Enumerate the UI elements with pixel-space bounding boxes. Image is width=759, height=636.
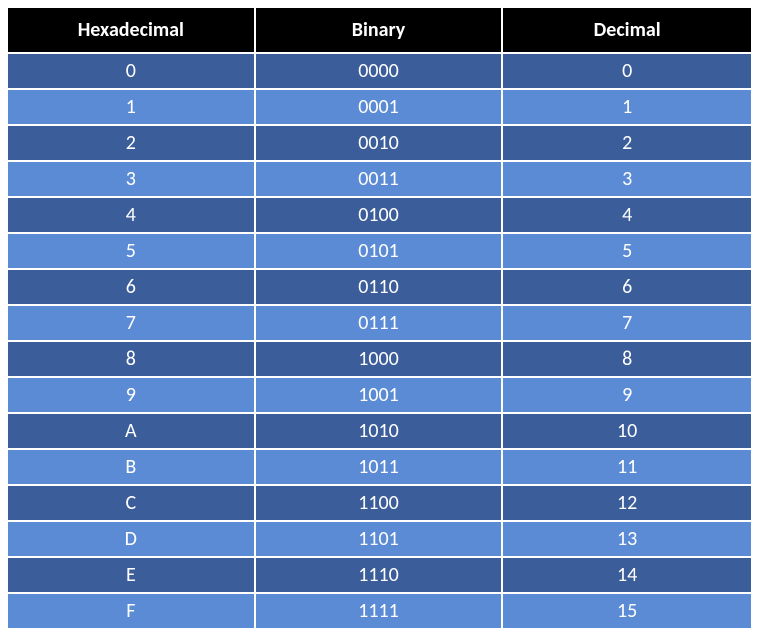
hex-cell: 0 bbox=[8, 52, 256, 88]
table-row: F111115 bbox=[8, 592, 751, 628]
header-decimal: Decimal bbox=[503, 8, 751, 52]
table-row: 300113 bbox=[8, 160, 751, 196]
binary-cell: 1100 bbox=[256, 484, 504, 520]
hex-cell: C bbox=[8, 484, 256, 520]
decimal-cell: 8 bbox=[503, 340, 751, 376]
decimal-cell: 5 bbox=[503, 232, 751, 268]
table-row: 100011 bbox=[8, 88, 751, 124]
hex-cell: 4 bbox=[8, 196, 256, 232]
table-row: C110012 bbox=[8, 484, 751, 520]
decimal-cell: 2 bbox=[503, 124, 751, 160]
decimal-cell: 15 bbox=[503, 592, 751, 628]
hex-cell: 1 bbox=[8, 88, 256, 124]
table-row: D110113 bbox=[8, 520, 751, 556]
hex-cell: 7 bbox=[8, 304, 256, 340]
header-hexadecimal: Hexadecimal bbox=[8, 8, 256, 52]
header-row: Hexadecimal Binary Decimal bbox=[8, 8, 751, 52]
decimal-cell: 14 bbox=[503, 556, 751, 592]
binary-cell: 0000 bbox=[256, 52, 504, 88]
header-binary: Binary bbox=[256, 8, 504, 52]
decimal-cell: 3 bbox=[503, 160, 751, 196]
decimal-cell: 11 bbox=[503, 448, 751, 484]
hex-cell: A bbox=[8, 412, 256, 448]
hex-cell: 5 bbox=[8, 232, 256, 268]
hex-cell: E bbox=[8, 556, 256, 592]
binary-cell: 1101 bbox=[256, 520, 504, 556]
hex-cell: 6 bbox=[8, 268, 256, 304]
table-row: 910019 bbox=[8, 376, 751, 412]
table-header: Hexadecimal Binary Decimal bbox=[8, 8, 751, 52]
decimal-cell: 0 bbox=[503, 52, 751, 88]
binary-cell: 1111 bbox=[256, 592, 504, 628]
decimal-cell: 4 bbox=[503, 196, 751, 232]
hex-cell: 9 bbox=[8, 376, 256, 412]
hex-cell: D bbox=[8, 520, 256, 556]
binary-cell: 1110 bbox=[256, 556, 504, 592]
hex-cell: B bbox=[8, 448, 256, 484]
table-row: E111014 bbox=[8, 556, 751, 592]
table-row: 200102 bbox=[8, 124, 751, 160]
decimal-cell: 7 bbox=[503, 304, 751, 340]
binary-cell: 1001 bbox=[256, 376, 504, 412]
hex-cell: 2 bbox=[8, 124, 256, 160]
binary-cell: 1010 bbox=[256, 412, 504, 448]
binary-cell: 0011 bbox=[256, 160, 504, 196]
binary-cell: 0100 bbox=[256, 196, 504, 232]
table-row: 601106 bbox=[8, 268, 751, 304]
binary-cell: 1011 bbox=[256, 448, 504, 484]
hex-cell: 3 bbox=[8, 160, 256, 196]
decimal-cell: 13 bbox=[503, 520, 751, 556]
table-row: 401004 bbox=[8, 196, 751, 232]
table-row: 810008 bbox=[8, 340, 751, 376]
decimal-cell: 1 bbox=[503, 88, 751, 124]
table-row: 000000 bbox=[8, 52, 751, 88]
binary-cell: 0101 bbox=[256, 232, 504, 268]
conversion-table: Hexadecimal Binary Decimal 0000001000112… bbox=[8, 8, 751, 628]
table-row: 501015 bbox=[8, 232, 751, 268]
decimal-cell: 6 bbox=[503, 268, 751, 304]
decimal-cell: 12 bbox=[503, 484, 751, 520]
table-row: 701117 bbox=[8, 304, 751, 340]
table-row: A101010 bbox=[8, 412, 751, 448]
binary-cell: 1000 bbox=[256, 340, 504, 376]
conversion-table-container: Hexadecimal Binary Decimal 0000001000112… bbox=[8, 8, 751, 628]
decimal-cell: 10 bbox=[503, 412, 751, 448]
table-body: 0000001000112001023001134010045010156011… bbox=[8, 52, 751, 628]
decimal-cell: 9 bbox=[503, 376, 751, 412]
binary-cell: 0010 bbox=[256, 124, 504, 160]
binary-cell: 0001 bbox=[256, 88, 504, 124]
table-row: B101111 bbox=[8, 448, 751, 484]
hex-cell: 8 bbox=[8, 340, 256, 376]
binary-cell: 0111 bbox=[256, 304, 504, 340]
hex-cell: F bbox=[8, 592, 256, 628]
binary-cell: 0110 bbox=[256, 268, 504, 304]
